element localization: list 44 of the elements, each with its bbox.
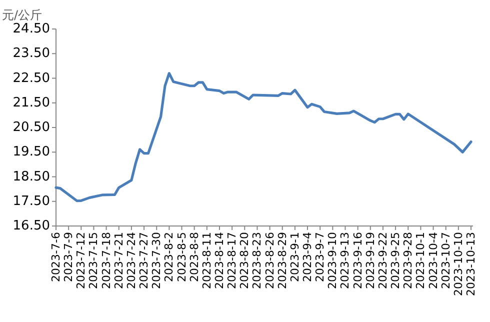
x-tick-label: 2023-8-5 (175, 232, 188, 282)
x-tick-label: 2023-9-28 (402, 232, 415, 289)
y-tick-label: 19.50 (12, 144, 50, 160)
x-tick-label: 2023-9-10 (326, 232, 340, 289)
y-tick-label: 21.50 (12, 95, 50, 110)
x-tick-label: 2023-7-6 (50, 232, 62, 282)
x-tick-label: 2023-8-20 (238, 232, 252, 289)
x-tick-label: 2023-9-13 (338, 232, 352, 289)
x-tick-label: 2023-7-24 (124, 232, 138, 289)
x-tick-label: 2023-9-4 (301, 232, 314, 282)
x-tick-label: 2023-10-4 (426, 232, 440, 289)
x-tick-label: 2023-9-7 (314, 232, 327, 282)
x-tick-label: 2023-8-23 (250, 232, 264, 289)
y-tick-label: 16.50 (12, 218, 50, 234)
y-tick-label: 22.50 (12, 70, 50, 86)
y-tick-label: 20.50 (12, 120, 50, 135)
y-tick-label: 24.50 (12, 22, 50, 36)
x-tick-label: 2023-7-18 (100, 232, 113, 289)
y-axis-title: 元/公斤 (2, 8, 42, 22)
y-tick-label: 17.50 (12, 194, 50, 209)
x-tick-label: 2023-10-10 (452, 232, 465, 296)
y-tick-label: 18.50 (12, 169, 50, 184)
x-tick-label: 2023-7-21 (112, 232, 126, 289)
x-tick-label: 2023-10-13 (464, 232, 478, 296)
x-tick-label: 2023-7-15 (87, 232, 100, 289)
x-tick-label: 2023-9-25 (389, 232, 402, 289)
x-tick-label: 2023-8-26 (263, 232, 276, 289)
x-tick-label: 2023-10-7 (439, 232, 452, 289)
x-tick-label: 2023-8-2 (162, 232, 176, 282)
y-tick-label: 23.50 (12, 46, 50, 62)
x-tick-label: 2023-7-27 (138, 232, 151, 289)
x-tick-label: 2023-7-9 (62, 232, 76, 282)
x-tick-label: 2023-9-19 (364, 232, 377, 289)
x-tick-label: 2023-8-17 (226, 232, 239, 289)
x-tick-label: 2023-8-14 (212, 232, 226, 289)
x-tick-label: 2023-8-8 (188, 232, 201, 282)
x-tick-label: 2023-8-11 (200, 232, 214, 289)
x-tick-label: 2023-9-22 (376, 232, 390, 289)
x-tick-label: 2023-9-1 (288, 232, 302, 282)
x-tick-label: 2023-8-29 (276, 232, 289, 289)
x-tick-label: 2023-9-16 (351, 232, 364, 289)
x-tick-label: 2023-7-30 (150, 232, 164, 289)
x-tick-label: 2023-10-1 (414, 232, 428, 289)
x-tick-label: 2023-7-12 (74, 232, 88, 289)
